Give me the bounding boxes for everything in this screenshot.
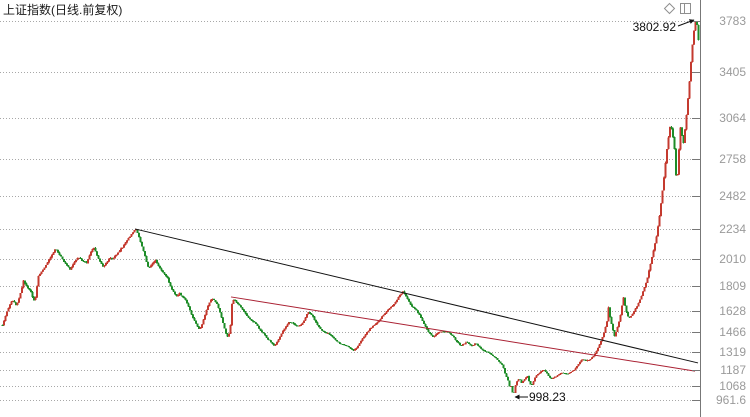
price-axis <box>692 0 701 417</box>
trendlines[interactable] <box>134 228 699 372</box>
y-axis-label: 2758 <box>719 152 746 166</box>
y-axis-label: 2234 <box>719 222 746 236</box>
major-downtrend-line[interactable] <box>134 228 699 364</box>
y-axis-label: 2482 <box>719 189 746 203</box>
gridlines <box>0 21 700 401</box>
y-axis-label: 3064 <box>719 111 746 125</box>
y-axis-label: 1628 <box>719 304 746 318</box>
y-axis-label: 1809 <box>719 279 746 293</box>
secondary-downtrend-line[interactable] <box>230 296 696 372</box>
chart-title: 上证指数(日线.前复权) <box>3 3 123 17</box>
y-axis-label: 1187 <box>720 363 746 377</box>
split-pane-icon[interactable] <box>679 2 692 15</box>
candlesticks <box>1 21 700 394</box>
diamond-icon[interactable] <box>663 2 676 15</box>
y-axis-label: 1319 <box>719 345 746 359</box>
high-annotation: 3802.92 <box>632 20 676 34</box>
low-annotation: 998.23 <box>529 390 566 404</box>
y-axis-label: 2010 <box>719 252 746 266</box>
y-axis-label: 3405 <box>719 65 746 79</box>
y-axis-label: 961.6 <box>715 393 746 407</box>
annotation-arrows <box>514 19 695 400</box>
y-axis-label: 3783 <box>719 14 746 28</box>
y-axis-label: 1068 <box>719 379 746 393</box>
y-axis-label: 1466 <box>719 325 746 339</box>
